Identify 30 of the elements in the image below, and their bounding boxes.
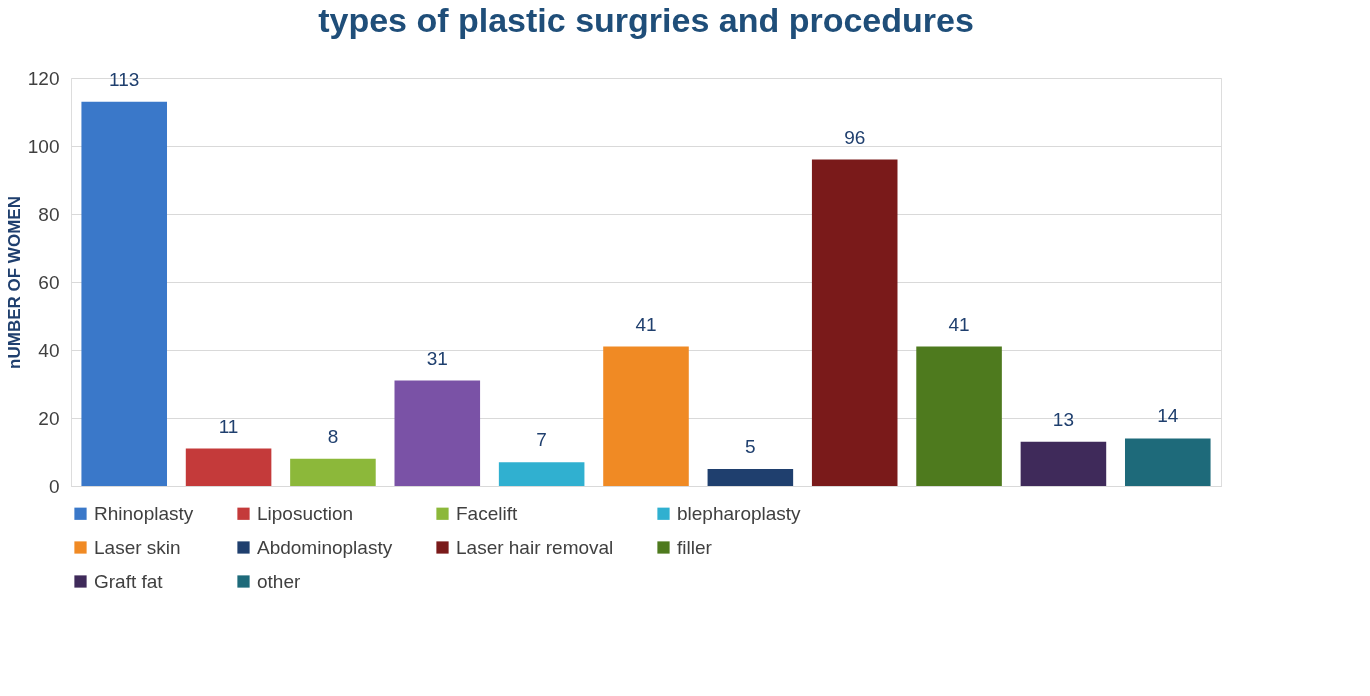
y-axis-title: nUMBER OF WOMEN <box>4 196 24 369</box>
legend-label: filler <box>677 536 713 558</box>
legend-label: Abdominoplasty <box>257 536 393 558</box>
y-tick-label: 60 <box>38 271 60 293</box>
legend-label: Graft fat <box>94 570 164 592</box>
data-label: 13 <box>1052 408 1074 430</box>
data-label: 41 <box>948 313 970 335</box>
legend-label: Laser skin <box>94 536 181 558</box>
legend-label: blepharoplasty <box>677 502 802 524</box>
y-tick-label: 40 <box>38 339 60 361</box>
data-label: 7 <box>536 429 547 451</box>
data-label: 96 <box>844 126 866 148</box>
y-tick-label: 0 <box>48 475 60 497</box>
data-label: 5 <box>745 436 756 457</box>
data-label: 113 <box>109 68 140 90</box>
y-tick-label: 80 <box>38 203 60 225</box>
chart-title: types of plastic surgries and procedures <box>318 1 974 39</box>
y-tick-label: 120 <box>27 67 60 89</box>
legend-label: Rhinoplasty <box>94 502 194 524</box>
data-label: 31 <box>426 347 448 369</box>
legend-label: Facelift <box>456 502 518 524</box>
legend-label: Liposuction <box>257 502 354 524</box>
data-label: 11 <box>218 415 239 437</box>
legend-label: other <box>257 570 301 592</box>
y-tick-label: 100 <box>27 135 60 157</box>
data-label: 14 <box>1157 405 1179 427</box>
y-tick-label: 20 <box>38 407 60 429</box>
data-label: 8 <box>327 425 339 447</box>
legend-label: Laser hair removal <box>456 536 614 558</box>
data-label: 41 <box>635 313 657 335</box>
